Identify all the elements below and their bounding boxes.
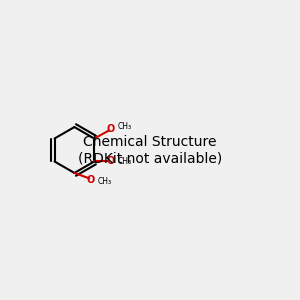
Text: CH₃: CH₃ — [118, 157, 132, 166]
Text: Chemical Structure
(RDKit not available): Chemical Structure (RDKit not available) — [78, 135, 222, 165]
Text: O: O — [106, 157, 115, 166]
Text: CH₃: CH₃ — [98, 176, 112, 185]
Text: O: O — [106, 124, 115, 134]
Text: CH₃: CH₃ — [118, 122, 132, 131]
Text: O: O — [86, 175, 95, 185]
